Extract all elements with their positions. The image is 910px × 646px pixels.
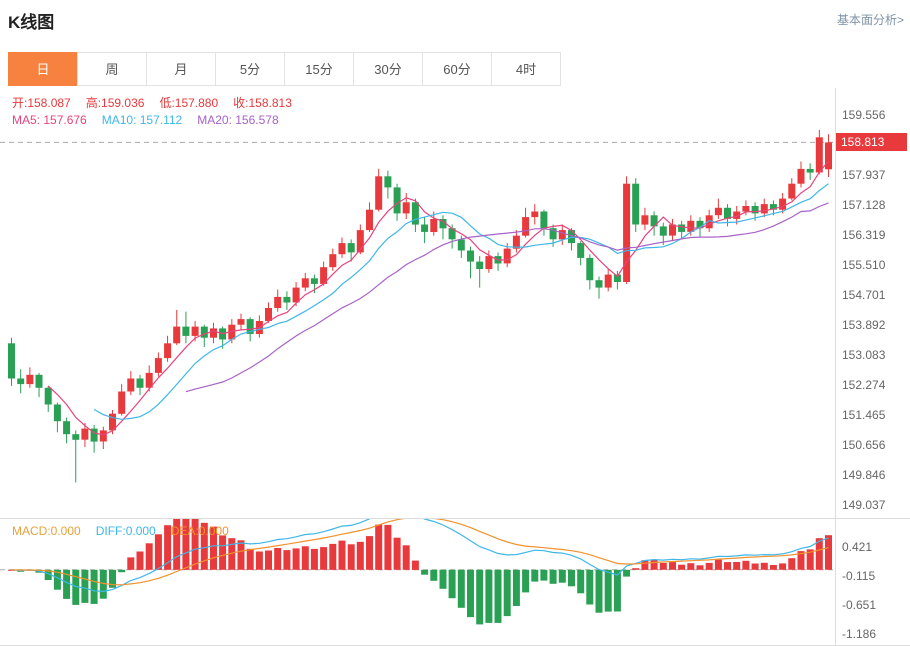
ma-item-1: MA10: 157.112 [101,113,183,127]
ohlc-item-1: 高:159.036 [85,96,145,110]
ma-item-2: MA20: 156.578 [197,113,279,127]
price-axis-label: 159.556 [842,108,886,122]
tab-60min[interactable]: 60分 [422,52,492,86]
macd-axis-label: -0.115 [842,569,876,583]
period-tabs: 日周月 5分 15分 30分 60分 4时 [8,52,561,86]
page-title: K线图 [8,13,55,32]
tab-day[interactable]: 日 [8,52,78,86]
price-axis-label: 157.937 [842,168,886,182]
price-axis-label: 151.465 [842,408,886,422]
ohlc-item-2: 低:157.880 [159,96,219,110]
tab-month[interactable]: 月 [146,52,216,86]
candlestick-chart[interactable] [0,88,835,518]
ma-item-0: MA5: 157.676 [12,113,87,127]
macd-axis-label: -0.651 [842,598,877,612]
price-axis-label: 153.083 [842,348,886,362]
ohlc-item-0: 开:158.087 [12,96,71,110]
macd-axis-label: 0.421 [842,540,873,554]
price-axis-label: 154.701 [842,288,886,302]
macd-item-0: MACD:0.000 [12,524,81,538]
tab-week[interactable]: 周 [77,52,147,86]
price-axis-label: 150.656 [842,438,886,452]
price-axis-label: 155.510 [842,258,886,272]
ma-info: MA5: 157.676 MA10: 157.112 MA20: 156.578 [12,113,294,127]
axis-divider [835,88,836,646]
price-axis-label: 152.274 [842,378,886,392]
macd-item-2: DEA:0.000 [170,524,229,538]
fundamental-analysis-link[interactable]: 基本面分析> [836,13,904,27]
tab-4hour[interactable]: 4时 [491,52,561,86]
price-axis-label: 153.892 [842,318,886,332]
ohlc-item-3: 收:158.813 [233,96,292,110]
panel-divider [0,518,910,519]
price-axis-label: 149.037 [842,498,886,512]
macd-chart[interactable] [0,518,835,646]
price-axis-label: 157.128 [842,198,886,212]
macd-info: MACD:0.000 DIFF:0.000 DEA:0.000 [12,524,244,538]
current-price-tag: 158.813 [836,133,907,151]
tab-15min[interactable]: 15分 [284,52,354,86]
macd-axis-label: -1.186 [842,627,877,641]
ohlc-info: 开:158.087 高:159.036 低:157.880 收:158.813 [12,94,307,111]
tab-5min[interactable]: 5分 [215,52,285,86]
tab-30min[interactable]: 30分 [353,52,423,86]
macd-item-1: DIFF:0.000 [95,524,156,538]
chart-area: 开:158.087 高:159.036 低:157.880 收:158.813 MA5… [0,88,910,646]
price-axis-label: 149.846 [842,468,886,482]
price-axis-label: 156.319 [842,228,886,242]
